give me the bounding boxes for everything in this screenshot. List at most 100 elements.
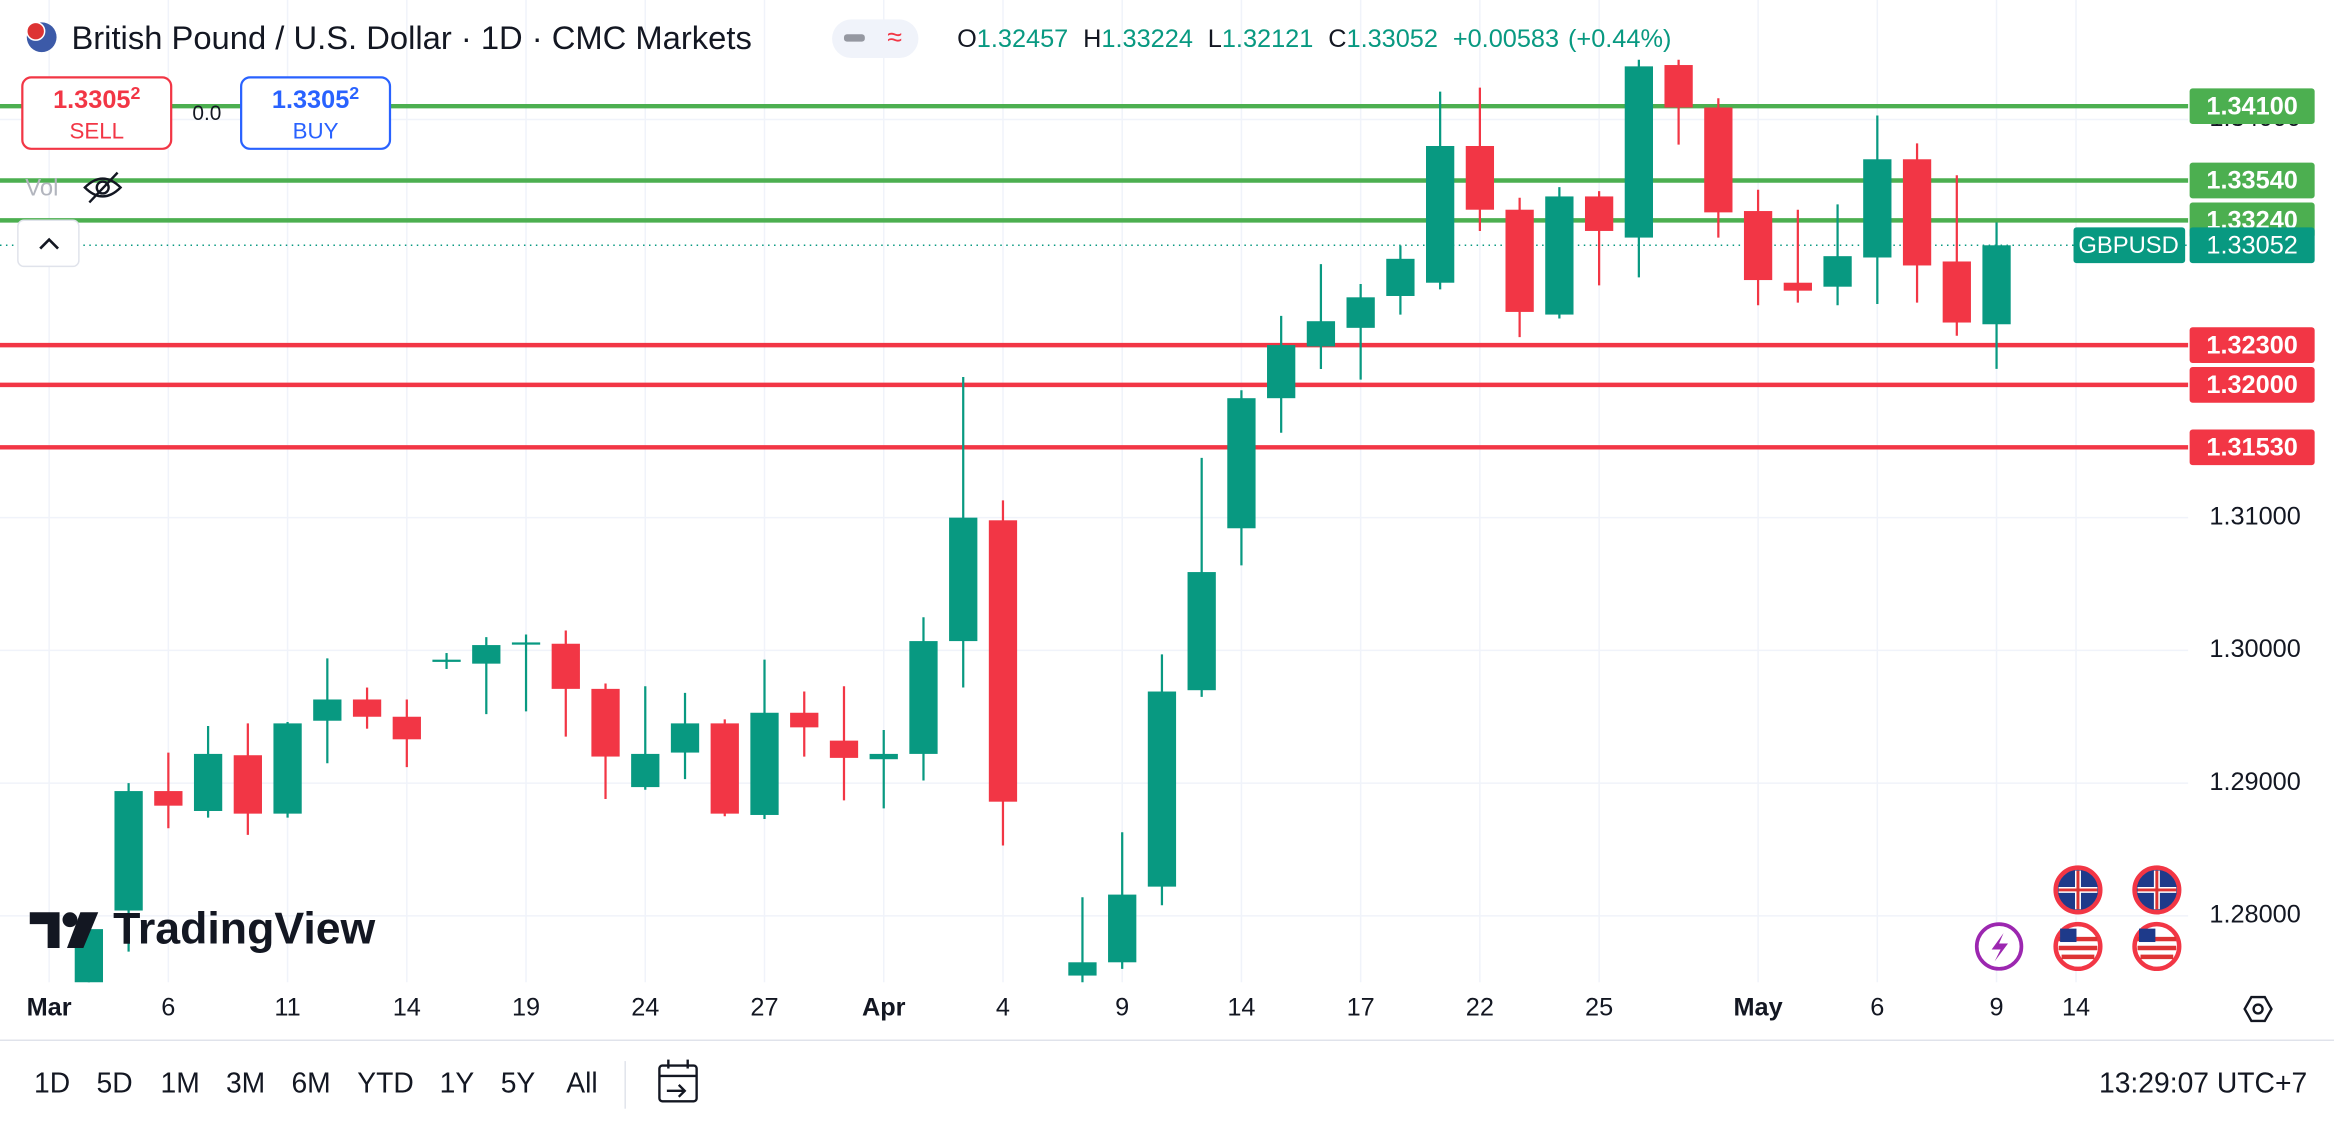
x-tick-label: 4	[996, 994, 1010, 1022]
date-range-icon[interactable]	[658, 1059, 698, 1103]
settings-icon	[2252, 1003, 2264, 1015]
range-button[interactable]: 6M	[291, 1066, 330, 1098]
candle-body	[1942, 261, 1971, 323]
x-tick-label: 6	[161, 994, 175, 1022]
x-tick-label: 11	[274, 994, 300, 1022]
clock[interactable]: 13:29:07 UTC+7	[2099, 1066, 2307, 1098]
candle-body	[1545, 196, 1574, 315]
candle-body	[154, 791, 183, 806]
logo: TradingView	[29, 904, 376, 953]
level-label: 1.33540	[2206, 167, 2297, 195]
candle-body	[432, 659, 461, 662]
sell-button[interactable]	[21, 76, 173, 150]
candle-body	[1823, 256, 1852, 287]
symbol-flag	[26, 21, 46, 41]
candle-body	[511, 642, 541, 645]
range-button[interactable]: All	[566, 1066, 597, 1098]
candle-body	[1505, 209, 1534, 312]
candle-body	[949, 517, 978, 642]
x-tick-label: 25	[1585, 994, 1613, 1022]
x-tick-label: 9	[1990, 994, 2004, 1022]
level-label: 1.32000	[2206, 371, 2297, 399]
overlay: British Pound / U.S. Dollar · 1D · CMC M…	[0, 19, 2334, 1109]
x-tick-label: 14	[1227, 994, 1255, 1022]
candle-body	[1783, 282, 1812, 291]
range-button[interactable]: 5Y	[501, 1066, 536, 1098]
buy-price: 1.33052	[272, 82, 359, 113]
price-pip: 2	[130, 82, 140, 102]
candle-body	[551, 643, 580, 689]
x-tick-label: 17	[1347, 994, 1375, 1022]
candle-body	[1426, 146, 1455, 283]
symbol-label: GBPUSD	[2078, 232, 2179, 259]
candle-body	[1306, 321, 1336, 347]
x-tick-label: 19	[512, 994, 540, 1022]
last-price-label: 1.33052	[2206, 231, 2297, 259]
buy-button[interactable]	[240, 76, 392, 150]
candle-body	[591, 688, 620, 757]
candle-body	[670, 723, 700, 753]
range-button[interactable]: YTD	[357, 1066, 414, 1098]
candle-body	[472, 645, 501, 664]
candle-body	[273, 723, 302, 814]
change: +0.00583	[1453, 25, 1559, 53]
logo-text: TradingView	[113, 904, 375, 953]
toggle-icon: ≈	[887, 22, 902, 52]
level-label-box	[2189, 367, 2315, 403]
candle-body	[1187, 572, 1216, 691]
candle-body	[1346, 297, 1375, 328]
range-button[interactable]: 5D	[97, 1066, 133, 1098]
label: H	[1083, 25, 1101, 53]
candle-body	[710, 723, 739, 814]
symbol-label-box	[2073, 227, 2186, 264]
toggle[interactable]	[832, 19, 919, 59]
candle-body	[1664, 65, 1693, 108]
candle-body	[392, 716, 421, 740]
candle-body	[1147, 691, 1177, 887]
label: C	[1328, 25, 1346, 53]
settings-icon[interactable]	[2243, 995, 2273, 1023]
grid	[0, 0, 2189, 983]
x-tick-label: May	[1733, 994, 1782, 1022]
level-label: 1.34100	[2206, 92, 2297, 120]
range-button[interactable]: 3M	[226, 1066, 265, 1098]
candle-body	[1386, 258, 1415, 296]
y-tick-label: 1.30000	[2209, 635, 2300, 663]
candle-body	[1624, 66, 1654, 238]
candle-body	[233, 755, 262, 814]
range-button[interactable]: 1M	[160, 1066, 199, 1098]
x-tick-label: 14	[2062, 994, 2090, 1022]
x-tick-label: 6	[1870, 994, 1884, 1022]
value: 1.33224	[1101, 25, 1192, 53]
indicator-label[interactable]: Vol	[25, 174, 58, 201]
price: 1.3305	[272, 86, 349, 114]
toggle-icon	[843, 34, 865, 42]
value: 1.32457	[977, 25, 1068, 53]
hide-icon[interactable]	[83, 171, 123, 204]
x-tick-label: 9	[1115, 994, 1129, 1022]
value: 1.32121	[1222, 25, 1313, 53]
event-flags[interactable]	[1974, 865, 2182, 972]
candle-body	[1465, 146, 1495, 210]
candle-body	[1227, 398, 1256, 529]
axes: 1.280001.290001.300001.310001.34000Mar61…	[27, 88, 2315, 1022]
symbol-title[interactable]: British Pound / U.S. Dollar · 1D · CMC M…	[71, 19, 751, 56]
label: L	[1208, 25, 1222, 53]
x-tick-label: 24	[631, 994, 659, 1022]
range-buttons: 1D 5D 1M 3M 6M YTD 1Y 5Y All	[34, 1066, 598, 1098]
x-tick-label: 14	[393, 994, 421, 1022]
level-label-box	[2189, 88, 2315, 125]
range-button[interactable]: 1Y	[440, 1066, 475, 1098]
chevron-icon	[39, 237, 59, 250]
candle-body	[1267, 345, 1296, 399]
change-pct: (+0.44%)	[1568, 25, 1671, 53]
buy-label: BUY	[293, 118, 339, 143]
collapse-button[interactable]	[17, 219, 80, 268]
range-button[interactable]: 1D	[34, 1066, 70, 1098]
candle-body	[1068, 962, 1097, 976]
candle-body	[114, 791, 143, 911]
candle-body	[313, 699, 342, 721]
value: 1.33052	[1347, 25, 1438, 53]
